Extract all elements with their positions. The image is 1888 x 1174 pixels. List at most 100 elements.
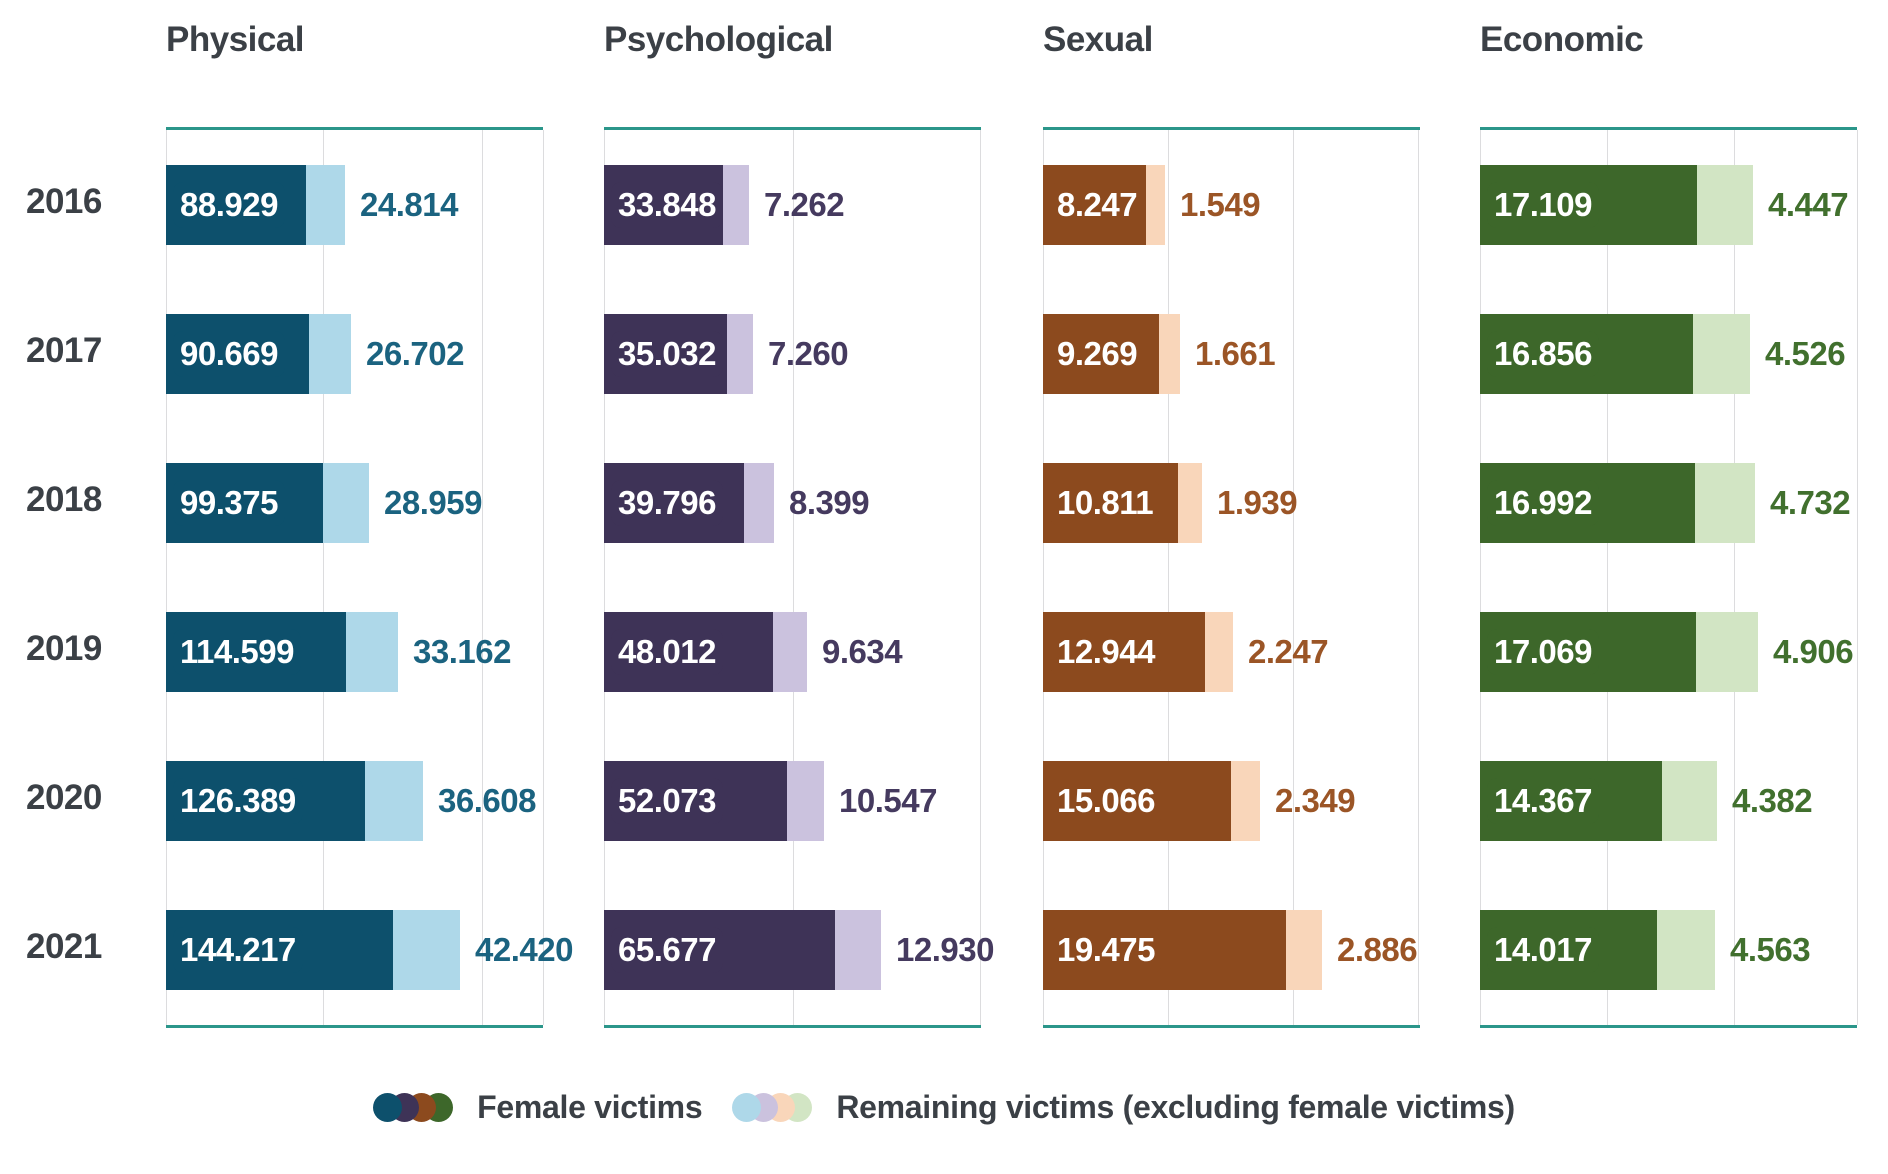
gridline [482,130,483,1025]
bar-row: 65.677 12.930 [604,876,994,1025]
bar-remaining [773,612,807,693]
panel-sexual: 8.247 1.549 9.269 1.661 10.811 1.939 12.944 2.2… [1043,127,1420,1028]
bar-remaining [1146,164,1165,245]
female-value-label: 88.929 [173,181,285,228]
gridline [1293,130,1294,1025]
gridline [980,130,981,1025]
legend-label-remaining: Remaining victims (excluding female vict… [836,1088,1515,1125]
remaining-value-label: 9.634 [822,633,903,671]
stacked-bar: 16.992 4.732 [1480,462,1851,543]
bar-female: 12.944 [1043,612,1205,693]
gridline [1418,130,1419,1025]
bar-female: 90.669 [166,313,309,394]
year-label: 2021 [26,927,102,967]
remaining-value-label: 1.661 [1195,334,1276,372]
female-value-label: 65.677 [611,927,723,974]
remaining-value-label: 4.526 [1765,334,1846,372]
bar-remaining [1657,910,1715,991]
stacked-bar: 35.032 7.260 [604,313,849,394]
stacked-bar: 52.073 10.547 [604,761,937,842]
remaining-value-label: 33.162 [413,633,511,671]
remaining-value-label: 36.608 [438,782,536,820]
bar-row: 19.475 2.886 [1043,876,1420,1025]
gridline [1480,130,1481,1025]
stacked-bar: 10.811 1.939 [1043,462,1298,543]
bar-row: 16.992 4.732 [1480,428,1857,577]
stacked-bar: 19.475 2.886 [1043,910,1418,991]
bar-remaining [727,313,753,394]
stacked-bar: 17.069 4.906 [1480,612,1854,693]
bar-remaining [309,313,351,394]
bar-row: 39.796 8.399 [604,428,981,577]
legend-swatch-female [373,1092,403,1122]
bar-female: 15.066 [1043,761,1231,842]
remaining-value-label: 1.549 [1180,185,1261,223]
bar-remaining [1205,612,1233,693]
bar-female: 35.032 [604,313,727,394]
bar-female: 114.599 [166,612,346,693]
bar-remaining [1662,761,1717,842]
stacked-bar: 15.066 2.349 [1043,761,1356,842]
female-value-label: 52.073 [611,778,723,825]
bar-female: 17.109 [1480,164,1697,245]
stacked-bar: 8.247 1.549 [1043,164,1261,245]
gridline [1168,130,1169,1025]
panel-title-psychological: Psychological [604,20,833,59]
female-value-label: 16.856 [1487,330,1599,377]
bar-female: 16.992 [1480,462,1695,543]
remaining-value-label: 2.886 [1337,931,1418,969]
bar-remaining [1286,910,1322,991]
female-swatches [373,1092,454,1122]
stacked-bar: 88.929 24.814 [166,164,458,245]
bar-row: 16.856 4.526 [1480,279,1857,428]
female-value-label: 14.017 [1487,927,1599,974]
bar-female: 65.677 [604,910,835,991]
female-value-label: 17.069 [1487,629,1599,676]
stacked-bar: 126.389 36.608 [166,761,536,842]
gridline [166,130,167,1025]
remaining-swatches [732,1092,813,1122]
female-value-label: 15.066 [1050,778,1162,825]
remaining-value-label: 7.262 [764,185,845,223]
stacked-bar: 9.269 1.661 [1043,313,1276,394]
gridline [543,130,544,1025]
bar-female: 52.073 [604,761,787,842]
female-value-label: 33.848 [611,181,723,228]
legend-swatch-remaining [732,1092,762,1122]
year-axis: 2016 2017 2018 2019 2020 2021 [0,127,160,1022]
bar-female: 19.475 [1043,910,1286,991]
gridline [604,130,605,1025]
bar-row: 15.066 2.349 [1043,727,1420,876]
bar-row: 99.375 28.959 [166,428,543,577]
remaining-value-label: 7.260 [768,334,849,372]
bar-row: 90.669 26.702 [166,279,543,428]
female-value-label: 10.811 [1050,479,1161,526]
legend: Female victims Remaining victims (exclud… [0,1077,1888,1137]
bar-female: 14.367 [1480,761,1662,842]
bar-remaining [835,910,881,991]
gridline [1857,130,1858,1025]
remaining-value-label: 26.702 [366,334,464,372]
bar-female: 144.217 [166,910,393,991]
female-value-label: 8.247 [1050,181,1145,228]
gridline [1043,130,1044,1025]
panel-title-physical: Physical [166,20,305,59]
bar-remaining [346,612,398,693]
bar-female: 16.856 [1480,313,1693,394]
bar-row: 144.217 42.420 [166,876,573,1025]
legend-label-female: Female victims [477,1088,703,1125]
stacked-bar: 39.796 8.399 [604,462,870,543]
remaining-value-label: 24.814 [360,185,458,223]
bar-row: 12.944 2.247 [1043,578,1420,727]
remaining-value-label: 4.382 [1732,782,1813,820]
stacked-bar: 17.109 4.447 [1480,164,1849,245]
bar-row: 14.367 4.382 [1480,727,1857,876]
stacked-bar: 14.367 4.382 [1480,761,1813,842]
female-value-label: 17.109 [1487,181,1599,228]
bar-female: 48.012 [604,612,773,693]
remaining-value-label: 4.447 [1768,185,1849,223]
bar-row: 114.599 33.162 [166,578,543,727]
female-value-label: 39.796 [611,479,723,526]
year-label: 2019 [26,629,102,669]
remaining-value-label: 2.247 [1248,633,1329,671]
